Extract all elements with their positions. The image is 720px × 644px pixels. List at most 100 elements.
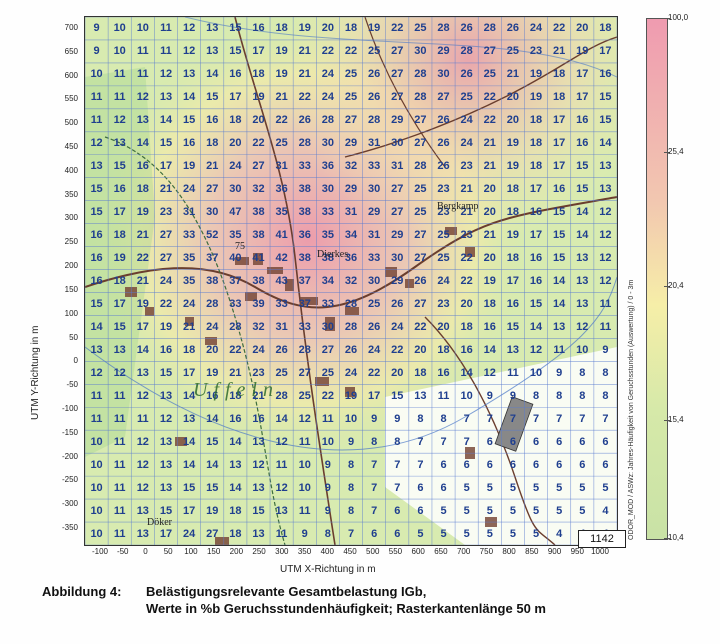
grid-cell-value: 24 (229, 160, 242, 173)
grid-cell-value: 13 (182, 68, 196, 81)
grid-cell-value: 16 (529, 206, 543, 219)
grid-cell-value: 25 (414, 206, 427, 219)
grid-cell-value: 13 (113, 343, 126, 356)
grid-cell-value: 16 (576, 114, 589, 127)
grid-cell-value: 31 (275, 320, 288, 333)
grid-cell-value: 20 (460, 297, 473, 310)
grid-cell-value: 15 (206, 91, 219, 104)
grid-cell-value: 14 (136, 137, 149, 150)
grid-cell-value: 18 (437, 343, 450, 356)
grid-cell-value: 21 (229, 366, 242, 379)
grid-cell-value: 12 (113, 114, 126, 127)
grid-cell-value: 27 (344, 114, 358, 127)
grid-cell-value: 14 (159, 114, 173, 127)
grid-cell-value: 11 (90, 389, 103, 402)
grid-cell-value: 18 (506, 183, 520, 196)
grid-cell-value: 21 (298, 45, 311, 58)
grid-cell-value: 25 (437, 252, 450, 265)
grid-cell-value: 11 (322, 412, 334, 425)
grid-cell-value: 12 (252, 458, 265, 471)
grid-cell-value: 30 (414, 45, 427, 58)
grid-cell-value: 15 (182, 481, 196, 494)
grid-cell-value: 22 (553, 22, 566, 35)
grid-cell-value: 20 (576, 22, 589, 35)
grid-cell-value: 17 (113, 297, 126, 310)
grid-cell-value: 9 (324, 481, 331, 494)
grid-cell-value: 25 (344, 68, 358, 81)
grid-cell-value: 20 (252, 114, 265, 127)
grid-cell-value: 27 (206, 527, 219, 540)
grid-cell-value: 17 (182, 366, 196, 379)
grid-cell-value: 5 (556, 481, 563, 494)
y-tick-label: 300 (64, 213, 78, 223)
grid-cell-value: 10 (90, 481, 103, 494)
grid-cell-value: 14 (576, 206, 589, 219)
grid-cell-value: 32 (344, 275, 358, 287)
road (364, 17, 446, 168)
grid-cell-value: 28 (414, 160, 427, 173)
grid-cell-value: 18 (113, 229, 126, 242)
grid-cell-value: 11 (599, 320, 612, 333)
scale-tick-label: 10,4 (668, 533, 684, 542)
grid-cell-value: 21 (159, 183, 173, 196)
y-tick-label: 250 (64, 237, 78, 247)
grid-cell-value: 13 (576, 297, 589, 310)
grid-cell-value: 16 (506, 297, 520, 310)
contour (184, 17, 617, 78)
grid-cell-value: 10 (90, 504, 103, 517)
grid-cell-value: 10 (576, 343, 589, 356)
grid-cell-value: 33 (298, 320, 311, 333)
grid-cell-value: 35 (182, 252, 196, 265)
grid-cell-value: 16 (159, 343, 173, 356)
grid-cell-value: 26 (437, 160, 450, 173)
grid-cell-value: 27 (206, 183, 219, 196)
grid-cell-value: 26 (414, 275, 427, 287)
grid-cell-value: 6 (417, 504, 424, 517)
y-tick-label: 100 (64, 308, 78, 318)
grid-cell-value: 25 (460, 91, 473, 104)
grid-cell-value: 27 (391, 206, 404, 219)
grid-cell-value: 25 (344, 91, 358, 104)
y-tick-label: -300 (61, 499, 78, 509)
grid-cell-value: 18 (529, 137, 543, 150)
grid-cell-value: 18 (182, 343, 196, 356)
grid-cell-value: 16 (206, 389, 219, 402)
grid-cell-value: 7 (394, 481, 401, 494)
grid-cell-value: 30 (229, 183, 242, 196)
grid-cell-value: 18 (483, 297, 496, 310)
grid-cell-value: 6 (486, 458, 493, 471)
grid-cell-value: 33 (321, 297, 334, 310)
grid-cell-value: 30 (321, 183, 334, 196)
grid-cell-value: 12 (599, 229, 612, 242)
grid-cell-value: 26 (368, 320, 381, 333)
grid-cell-value: 17 (252, 45, 265, 58)
grid-cell-value: 5 (440, 527, 447, 540)
grid-cell-value: 22 (460, 275, 473, 287)
grid-cell-value: 9 (93, 22, 100, 35)
grid-cell-value: 36 (344, 252, 358, 265)
grid-cell-value: 10 (113, 45, 126, 58)
grid-cell-value: 7 (579, 412, 586, 425)
grid-cell-value: 19 (506, 160, 520, 173)
grid-cell-value: 19 (529, 68, 543, 81)
grid-cell-value: 19 (368, 22, 381, 35)
grid-cell-value: 31 (368, 229, 381, 242)
grid-cell-value: 18 (344, 22, 358, 35)
grid-cell-value: 13 (506, 343, 520, 356)
grid-cell-value: 25 (437, 229, 450, 242)
grid-cell-value: 7 (602, 412, 609, 425)
grid-cell-value: 30 (391, 252, 404, 265)
grid-cell-value: 5 (509, 481, 516, 494)
grid-cell-value: 20 (483, 206, 496, 219)
grid-cell-value: 26 (368, 68, 381, 81)
grid-cell-value: 11 (90, 91, 103, 104)
grid-cell-value: 31 (391, 160, 404, 173)
grid-cell-value: 14 (576, 229, 589, 242)
basemap (85, 17, 617, 545)
grid-cell-value: 14 (599, 137, 612, 150)
grid-cell-value: 6 (440, 481, 447, 494)
grid-cell-value: 13 (553, 320, 566, 333)
grid-cell-value: 24 (182, 297, 196, 310)
grid-cell-value: 16 (182, 137, 196, 150)
grid-cell-value: 8 (602, 366, 609, 379)
